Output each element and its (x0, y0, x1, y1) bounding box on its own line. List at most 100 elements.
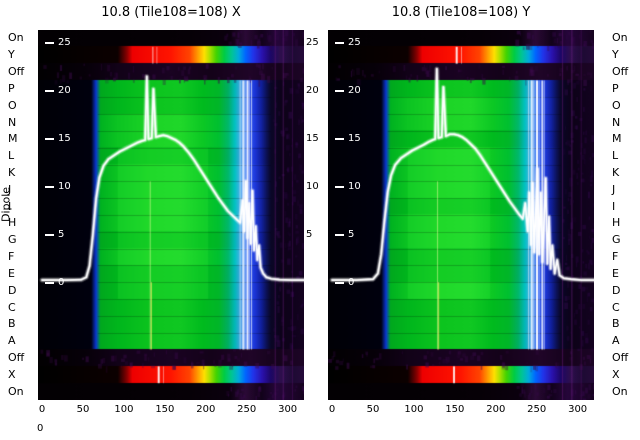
tick-mark (335, 90, 344, 92)
dipole-label: I (8, 199, 12, 213)
dipole-label: Off (8, 65, 25, 79)
tick-mark (335, 282, 344, 284)
x-tick-label: 200 (196, 404, 216, 415)
x-axis-x: 0 50 100 150 200 250 300 (38, 30, 304, 415)
power-tick-label: 25 (45, 37, 71, 49)
panel-title-x: 10.8 (Tile108=108) X (101, 5, 241, 20)
power-axis-left-y: 25 20 15 10 5 0 (328, 30, 594, 400)
dipole-label: B (612, 317, 620, 331)
power-tick-label-right: 5 (306, 229, 313, 240)
power-tick-label: 20 (45, 85, 71, 97)
dipole-label: On (8, 31, 24, 45)
power-tick-label: 20 (335, 85, 361, 97)
heatmap-canvas-x (38, 30, 304, 400)
power-tick-label: 25 (335, 37, 361, 49)
power-tick-value: 15 (348, 133, 361, 144)
heatmap-panel-y: 10.8 (Tile108=108) Y 25 20 15 10 5 0 0 50 100 15… (328, 5, 594, 415)
dipole-label: Y (8, 48, 15, 62)
dipole-label: P (8, 81, 15, 95)
dipole-label: X (612, 367, 620, 381)
dipole-labels-right: On Y Off P O N M L K J I H G F E D C B A Off X On (612, 30, 640, 410)
dipole-label: On (612, 384, 628, 398)
dipole-label: K (8, 165, 16, 179)
tick-mark (335, 42, 344, 44)
dipole-label: E (612, 266, 619, 280)
panel-title-y: 10.8 (Tile108=108) Y (391, 5, 531, 20)
dipole-label: L (612, 149, 619, 163)
power-tick-value: 10 (58, 181, 71, 192)
tick-mark (335, 186, 344, 188)
x-tick-label: 50 (366, 404, 380, 415)
dipole-label: Off (612, 350, 629, 364)
dipole-label: G (8, 233, 17, 247)
dipole-label: J (8, 182, 12, 196)
stray-zero-label: 0 (37, 423, 44, 434)
x-tick-label: 250 (527, 404, 547, 415)
power-tick-label: 5 (45, 229, 64, 241)
dipole-label: Y (612, 48, 619, 62)
dipole-label: C (612, 300, 620, 314)
power-tick-label-right: 20 (306, 85, 319, 96)
power-tick-value: 25 (58, 37, 71, 48)
dipole-label: A (8, 334, 16, 348)
x-tick-label: 150 (445, 404, 465, 415)
x-tick-label: 100 (404, 404, 424, 415)
power-tick-value: 25 (348, 37, 361, 48)
power-tick-value: 0 (348, 277, 355, 288)
tick-mark (45, 282, 54, 284)
power-tick-value: 20 (348, 85, 361, 96)
x-tick-label: 300 (568, 404, 588, 415)
x-tick-label: 150 (155, 404, 175, 415)
dipole-label: H (8, 216, 17, 230)
dipole-label: H (612, 216, 621, 230)
dipole-label: N (8, 115, 17, 129)
power-tick-label: 0 (335, 277, 354, 289)
power-tick-label: 15 (45, 133, 71, 145)
tick-mark (335, 138, 344, 140)
x-axis-y: 0 50 100 150 200 250 300 (328, 30, 594, 415)
dipole-label: M (8, 132, 18, 146)
power-tick-value: 15 (58, 133, 71, 144)
dipole-label: X (8, 367, 16, 381)
dipole-label: O (8, 98, 17, 112)
dipole-label: I (612, 199, 616, 213)
dipole-label: G (612, 233, 621, 247)
dipole-label: Off (612, 65, 629, 79)
dipole-label: L (8, 149, 15, 163)
tick-mark (45, 90, 54, 92)
dipole-label: B (8, 317, 16, 331)
dipole-label: On (612, 31, 628, 45)
dipole-label: P (612, 81, 619, 95)
x-tick-label: 0 (38, 404, 46, 415)
power-tick-label-right: 15 (306, 133, 319, 144)
dipole-label: F (612, 250, 619, 264)
heatmap-panel-x: 10.8 (Tile108=108) X 25 20 15 10 5 0 0 50 100 15… (38, 5, 304, 415)
dipole-label: A (612, 334, 620, 348)
tick-mark (335, 234, 344, 236)
heatmap-canvas-y (328, 30, 594, 400)
dipole-label: D (612, 283, 621, 297)
tick-mark (45, 42, 54, 44)
x-tick-label: 100 (114, 404, 134, 415)
power-tick-label: 10 (45, 181, 71, 193)
power-axis-left-x: 25 20 15 10 5 0 (38, 30, 304, 400)
power-tick-value: 0 (58, 277, 65, 288)
dipole-label: Off (8, 350, 25, 364)
x-tick-label: 50 (76, 404, 90, 415)
dipole-label: E (8, 266, 15, 280)
dipole-label: N (612, 115, 621, 129)
dipole-label: O (612, 98, 621, 112)
x-tick-label: 250 (237, 404, 257, 415)
power-tick-label: 15 (335, 133, 361, 145)
dipole-label: C (8, 300, 16, 314)
dipole-label: D (8, 283, 17, 297)
power-axis-right-labels: 25 20 15 10 5 (306, 30, 328, 400)
power-tick-value: 10 (348, 181, 361, 192)
dipole-label: J (612, 182, 616, 196)
dipole-label: F (8, 250, 15, 264)
power-tick-label-right: 10 (306, 181, 319, 192)
power-tick-label-right: 25 (306, 37, 319, 48)
dipole-label: M (612, 132, 622, 146)
power-tick-value: 5 (58, 229, 65, 240)
